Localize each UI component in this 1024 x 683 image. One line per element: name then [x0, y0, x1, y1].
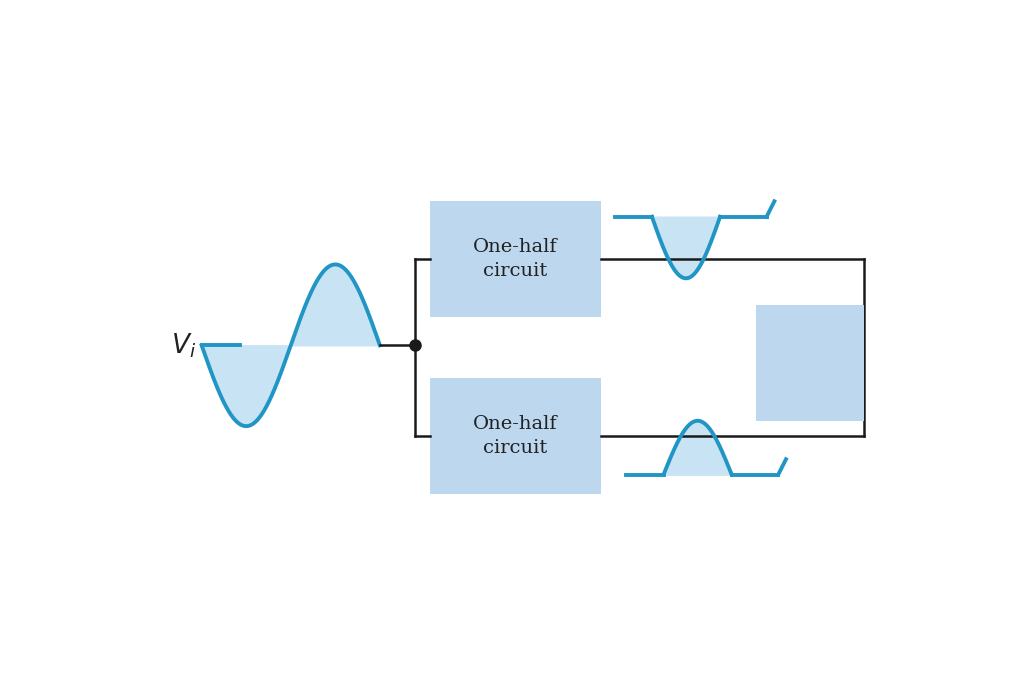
Text: One-half
circuit: One-half circuit — [473, 415, 558, 457]
Text: Load: Load — [785, 354, 835, 372]
FancyBboxPatch shape — [430, 378, 601, 494]
FancyBboxPatch shape — [430, 201, 601, 317]
Text: One-half
circuit: One-half circuit — [473, 238, 558, 280]
Text: $V_i$: $V_i$ — [171, 331, 196, 359]
FancyBboxPatch shape — [756, 305, 864, 421]
